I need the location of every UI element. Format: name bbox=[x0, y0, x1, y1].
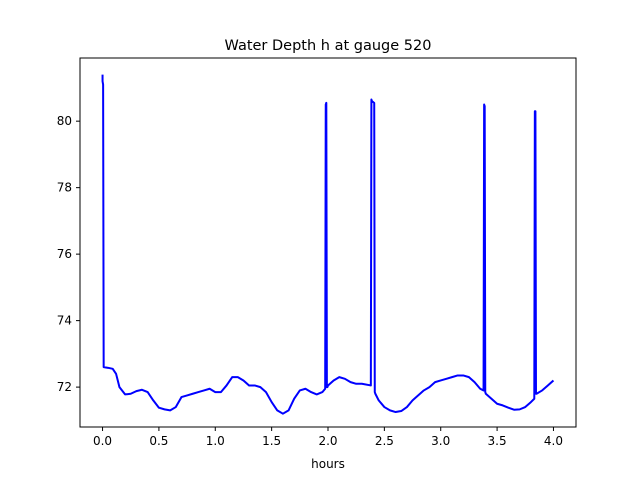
x-tick-label: 3.5 bbox=[488, 434, 507, 448]
y-tick-label: 76 bbox=[57, 247, 72, 261]
x-tick-label: 3.0 bbox=[431, 434, 450, 448]
y-tick-label: 74 bbox=[57, 314, 72, 328]
x-tick-label: 2.5 bbox=[375, 434, 394, 448]
x-tick-label: 0.0 bbox=[93, 434, 112, 448]
chart-title: Water Depth h at gauge 520 bbox=[225, 38, 432, 54]
x-tick-label: 0.5 bbox=[149, 434, 168, 448]
x-tick-label: 1.0 bbox=[206, 434, 225, 448]
x-tick-label: 1.5 bbox=[262, 434, 281, 448]
x-axis-label: hours bbox=[311, 457, 345, 471]
x-tick-label: 2.0 bbox=[318, 434, 337, 448]
series-line-0 bbox=[101, 74, 555, 415]
y-tick-label: 72 bbox=[57, 380, 72, 394]
x-tick-label: 4.0 bbox=[544, 434, 563, 448]
y-tick-label: 80 bbox=[57, 114, 72, 128]
y-axis-ticks: 72 74 76 78 80 bbox=[57, 114, 80, 394]
plot-area bbox=[101, 74, 555, 415]
y-tick-label: 78 bbox=[57, 181, 72, 195]
x-axis-ticks: 0.0 0.5 1.0 1.5 2.0 2.5 3.0 3.5 4.0 bbox=[93, 427, 563, 448]
